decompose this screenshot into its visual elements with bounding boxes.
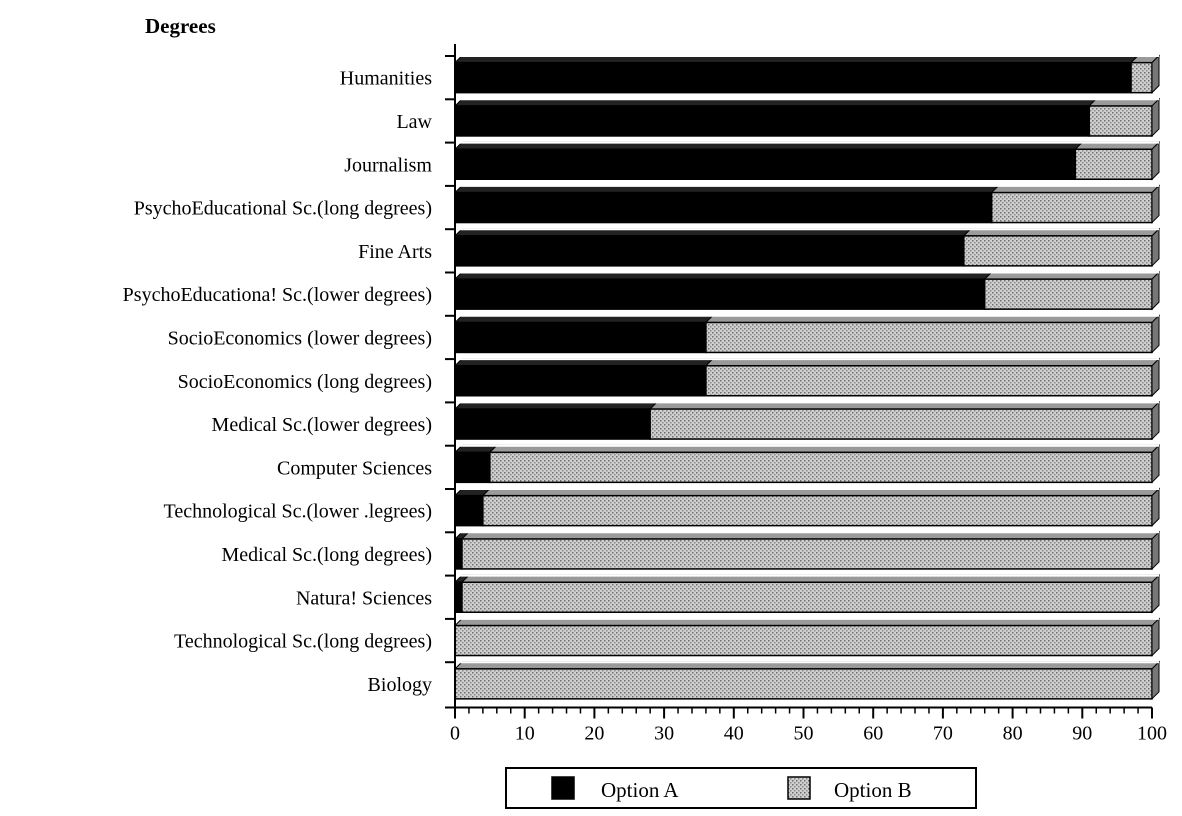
category-label-1: Law	[396, 111, 432, 133]
bar-side-5	[1151, 270, 1160, 311]
x-tick-label-50: 50	[794, 723, 814, 745]
x-tick-label-30: 30	[654, 723, 674, 745]
category-label-4: Fine Arts	[358, 241, 432, 263]
bar-side-7	[1151, 357, 1160, 397]
bar-option-b-9	[489, 451, 1153, 484]
bar-side-13	[1151, 617, 1160, 657]
bars-layer	[453, 54, 1161, 701]
category-label-9: Computer Sciences	[277, 457, 432, 479]
category-label-10: Technological Sc.(lower .legrees)	[164, 501, 433, 523]
category-label-13: Technological Sc.(long degrees)	[174, 631, 432, 653]
category-label-7: SocioEconomics (long degrees)	[178, 371, 432, 393]
x-tick-label-70: 70	[933, 723, 953, 745]
x-axis: 0 10 20 30 40 50 60 70 80 90 100	[445, 44, 1167, 745]
bar-option-b-13	[454, 624, 1153, 657]
bar-side-14	[1151, 660, 1160, 701]
x-tick-label-90: 90	[1072, 723, 1092, 745]
legend-swatch-option-b	[787, 776, 811, 800]
bar-side-2	[1151, 141, 1160, 181]
bar-option-b-12	[461, 581, 1153, 613]
bar-side-0	[1151, 54, 1160, 94]
x-tick-label-80: 80	[1003, 723, 1023, 745]
bar-side-9	[1151, 444, 1160, 484]
bar-option-a-11	[454, 538, 463, 570]
bar-option-a-5	[454, 278, 986, 310]
bar-option-a-8	[454, 408, 651, 440]
category-label-14: Biology	[368, 674, 432, 696]
legend-label-option-b: Option B	[834, 778, 912, 802]
bar-option-b-2	[1074, 148, 1153, 180]
legend-box	[505, 767, 977, 809]
bar-option-b-6	[705, 321, 1153, 354]
x-tick-label-100: 100	[1137, 723, 1167, 745]
x-tick-label-60: 60	[863, 723, 883, 745]
x-tick-label-10: 10	[515, 723, 535, 745]
bar-option-b-7	[705, 365, 1153, 397]
legend-swatch-option-a	[551, 776, 575, 800]
bar-option-b-14	[454, 668, 1153, 700]
bar-side-4	[1151, 227, 1160, 268]
category-label-11: Medical Sc.(long degrees)	[222, 544, 432, 566]
bar-side-3	[1151, 184, 1160, 224]
bar-option-a-3	[454, 191, 993, 224]
bar-option-b-0	[1130, 61, 1153, 94]
bar-side-11	[1151, 530, 1160, 571]
legend: Option A Option B	[505, 767, 977, 809]
category-label-2: Journalism	[344, 154, 432, 176]
category-label-5: PsychoEducationa! Sc.(lower degrees)	[123, 284, 432, 306]
bar-option-b-11	[461, 538, 1153, 570]
category-label-0: Humanities	[340, 68, 432, 90]
category-label-6: SocioEconomics (lower degrees)	[168, 327, 432, 349]
bar-option-a-7	[454, 365, 707, 397]
bar-option-a-4	[454, 235, 965, 267]
bar-side-6	[1151, 314, 1160, 354]
legend-label-option-a: Option A	[601, 778, 679, 802]
bar-option-a-0	[454, 61, 1132, 94]
bar-side-10	[1151, 487, 1160, 527]
bar-option-a-6	[454, 321, 707, 354]
bar-option-a-1	[454, 105, 1091, 137]
category-labels: Humanities Law Journalism PsychoEducational…	[123, 68, 433, 696]
x-tick-label-0: 0	[450, 723, 460, 745]
y-axis-title: Degrees	[145, 14, 216, 38]
bar-option-b-3	[990, 191, 1153, 224]
bar-option-b-5	[983, 278, 1153, 310]
category-label-8: Medical Sc.(lower degrees)	[212, 414, 432, 436]
bar-option-a-10	[454, 494, 484, 527]
x-tick-label-20: 20	[584, 723, 604, 745]
bar-option-b-1	[1088, 105, 1153, 137]
bar-option-b-10	[482, 494, 1153, 527]
bar-side-8	[1151, 400, 1160, 441]
bar-option-b-4	[963, 235, 1153, 267]
bar-option-a-2	[454, 148, 1077, 180]
bar-option-a-12	[454, 581, 463, 613]
category-label-3: PsychoEducational Sc.(long degrees)	[134, 198, 432, 220]
bar-option-b-8	[649, 408, 1153, 440]
bar-option-a-9	[454, 451, 491, 484]
x-tick-label-40: 40	[724, 723, 744, 745]
bar-side-12	[1151, 574, 1160, 614]
bar-side-1	[1151, 97, 1160, 138]
category-label-12: Natura! Sciences	[296, 587, 432, 609]
